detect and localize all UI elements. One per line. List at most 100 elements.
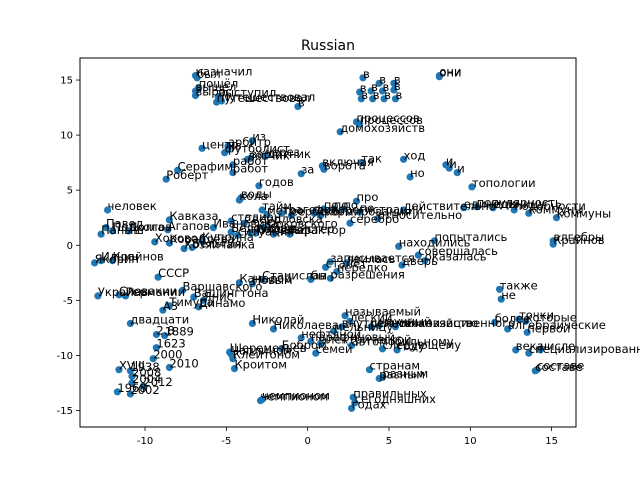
point-label: механизацию (396, 316, 479, 330)
point-label: трагедии (282, 202, 339, 216)
data-point (297, 334, 305, 342)
data-point (378, 373, 387, 381)
point-label: XVIII (119, 359, 145, 373)
data-point (125, 227, 133, 235)
point-label: процессов (357, 111, 420, 125)
point-label: в (384, 88, 391, 102)
data-point (310, 209, 318, 217)
data-point (390, 79, 398, 87)
point-label: более (495, 311, 531, 325)
data-point (258, 395, 266, 404)
data-point (152, 330, 160, 339)
data-point (515, 315, 523, 323)
data-point (468, 183, 476, 191)
point-label: не (501, 288, 516, 302)
point-label: в (360, 81, 367, 95)
point-label: формирования (321, 205, 411, 219)
point-label: странам (370, 359, 421, 373)
point-label: сельскохозяйственного (371, 316, 515, 330)
data-point (390, 86, 398, 94)
point-label: Динамо (199, 296, 246, 310)
data-point (400, 206, 408, 214)
point-label: также (500, 278, 538, 292)
point-label: точки (519, 308, 554, 322)
point-label: Куприна (202, 230, 254, 244)
point-label: 2010 (169, 357, 198, 371)
data-point (395, 242, 403, 250)
data-point (180, 245, 188, 253)
y-tick-label: -15 (57, 406, 73, 417)
point-label: вырос (196, 85, 233, 99)
point-label: по (324, 198, 339, 212)
point-label: электрической (321, 332, 412, 346)
point-label: Хоровод (155, 231, 206, 245)
data-point (533, 366, 541, 374)
point-label: составе (537, 359, 584, 373)
data-point (338, 323, 346, 331)
data-point (248, 137, 256, 145)
point-label: 1889 (165, 325, 194, 339)
data-point (121, 292, 130, 300)
point-label: Варшавского (183, 279, 263, 293)
data-point (343, 259, 351, 267)
point-label: в (396, 88, 403, 102)
point-label: и (457, 162, 464, 176)
point-label: Бельгия (192, 237, 242, 251)
point-label: центр (202, 137, 238, 151)
point-label: в (363, 67, 370, 81)
data-point (115, 366, 123, 374)
point-label: бы (311, 268, 327, 282)
data-point (380, 95, 388, 103)
data-point (322, 263, 330, 271)
point-label: составе (535, 360, 582, 374)
data-point (357, 95, 365, 103)
data-point (165, 216, 173, 224)
point-label: Янис (204, 289, 233, 303)
point-label: дверь (402, 254, 438, 268)
data-point (234, 231, 242, 239)
data-point (152, 344, 160, 352)
x-tick-label: 10 (464, 436, 477, 447)
data-point (260, 224, 268, 232)
data-point (421, 257, 429, 265)
data-point (374, 215, 382, 223)
point-label: метро (267, 203, 304, 217)
data-point (512, 346, 520, 354)
point-label: СССР (158, 266, 189, 280)
point-label: Шереметьев (230, 341, 307, 355)
point-label: единицы (464, 197, 518, 211)
point-label: защитник (251, 147, 311, 161)
data-point (230, 365, 239, 373)
point-label: фоторегистрации (314, 202, 423, 216)
point-label: топологии (472, 176, 536, 190)
point-label: они (439, 65, 461, 79)
data-point (320, 205, 328, 213)
x-tick-label: -5 (221, 436, 231, 447)
data-point (349, 393, 357, 401)
data-point (307, 337, 315, 345)
point-label: Свердловска (244, 212, 323, 226)
data-point (346, 219, 354, 227)
point-label: популярность (477, 196, 562, 210)
data-point (209, 224, 217, 232)
point-label: Паныш (101, 223, 144, 237)
point-label: единицу (493, 197, 545, 211)
data-point (229, 169, 237, 177)
point-label: коммуны (557, 207, 612, 221)
data-point (453, 169, 461, 177)
point-label: нередко (337, 261, 388, 275)
data-point (523, 328, 531, 336)
x-tick-label: -10 (137, 436, 153, 447)
point-label: Кораблёва (169, 232, 234, 246)
data-point (126, 319, 134, 328)
data-point (108, 257, 117, 265)
data-point (261, 152, 269, 160)
x-tick-label: 5 (386, 436, 392, 447)
data-point (126, 390, 134, 398)
point-label: Чаплином (231, 343, 292, 357)
data-point (255, 182, 263, 190)
point-label: относительно (378, 208, 463, 222)
point-label: по (334, 198, 349, 212)
data-point (102, 224, 110, 232)
